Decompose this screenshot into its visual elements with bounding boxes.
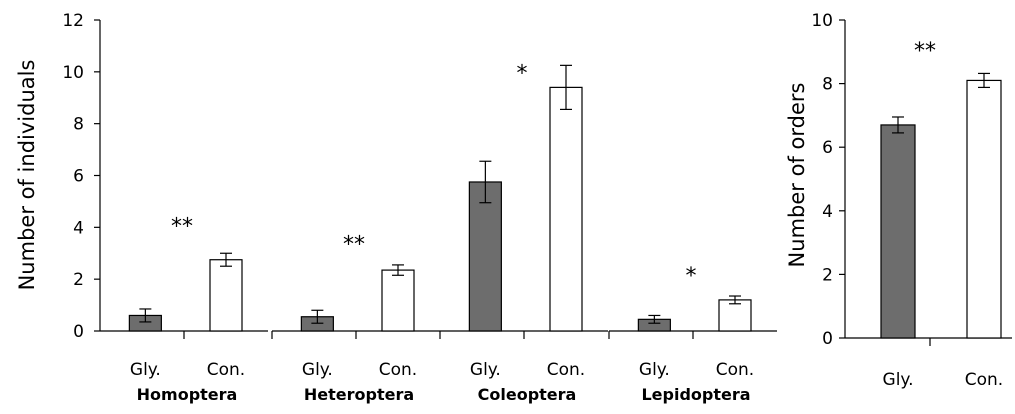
category-label: Con. <box>379 360 417 380</box>
bar-con <box>209 259 243 332</box>
group-heteroptera: Gly. Con. Heteroptera ** <box>271 233 440 404</box>
category-label: Con. <box>547 360 585 380</box>
group-label: Homoptera <box>137 385 238 404</box>
y-tick-label: 8 <box>73 115 84 135</box>
bar-con <box>549 86 583 332</box>
y-tick-label: 10 <box>62 63 84 83</box>
significance-marker: ** <box>171 215 193 240</box>
significance-marker: ** <box>914 39 936 64</box>
y-tick-label: 6 <box>822 138 833 158</box>
group-lepidoptera: Gly. Con. Lepidoptera * <box>608 264 777 404</box>
y-tick-label: 4 <box>73 218 84 238</box>
significance-marker: ** <box>343 233 365 258</box>
y-tick-label: 6 <box>73 167 84 187</box>
category-label: Gly. <box>470 360 501 380</box>
category-label: Con. <box>965 370 1003 390</box>
bar-con <box>966 79 1002 339</box>
category-label: Gly. <box>130 360 161 380</box>
y-tick-label: 2 <box>73 270 84 290</box>
category-label: Gly. <box>883 370 914 390</box>
significance-marker: * <box>686 264 697 289</box>
group-coleoptera: Gly. Con. Coleoptera * <box>439 62 608 404</box>
group-label: Heteroptera <box>304 385 414 404</box>
y-tick-label: 8 <box>822 75 833 95</box>
bar-con <box>718 299 752 332</box>
significance-marker: * <box>517 62 528 87</box>
category-label: Gly. <box>639 360 670 380</box>
panel-orders: Number of orders 0 2 4 6 8 10 Gly. Con. ** <box>785 11 1012 390</box>
bar-gly <box>468 181 502 332</box>
category-label: Gly. <box>302 360 333 380</box>
y-tick-label: 4 <box>822 202 833 222</box>
panel-individuals: Number of individuals 0 2 4 6 8 10 12 Gly. Con.… <box>15 11 777 404</box>
bar-con <box>381 269 415 332</box>
y-tick-label: 10 <box>811 11 833 31</box>
y-tick-label: 0 <box>822 329 833 349</box>
group-homoptera: Gly. Con. Homoptera ** <box>100 215 268 404</box>
y-tick-label: 0 <box>73 322 84 342</box>
group-label: Lepidoptera <box>641 385 750 404</box>
y-tick-label: 12 <box>62 11 84 31</box>
category-label: Con. <box>716 360 754 380</box>
group-label: Coleoptera <box>478 385 577 404</box>
category-label: Con. <box>207 360 245 380</box>
y-tick-label: 2 <box>822 265 833 285</box>
y-axis-label-orders: Number of orders <box>785 83 809 268</box>
bar-gly <box>880 124 916 339</box>
y-axis-label-individuals: Number of individuals <box>15 60 39 291</box>
